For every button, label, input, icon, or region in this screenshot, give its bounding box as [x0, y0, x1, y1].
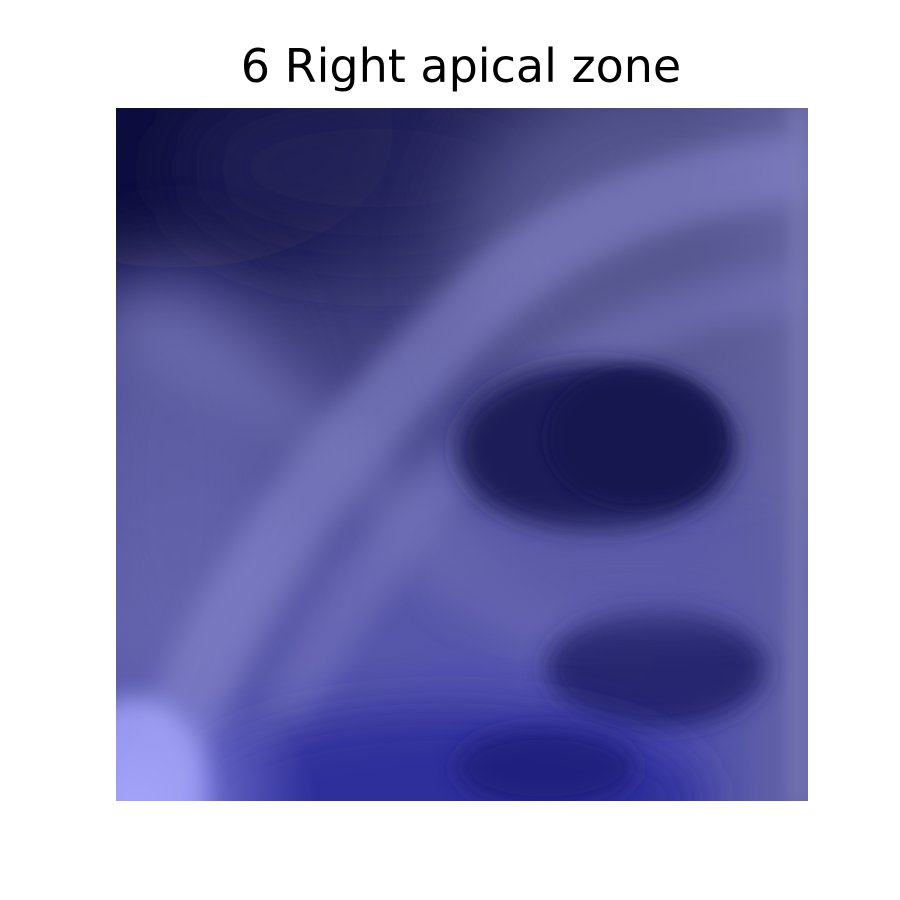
xray-image	[116, 108, 808, 801]
bottom-left-bright-region	[116, 698, 206, 801]
xray-image-panel	[116, 108, 808, 801]
figure-title: 6 Right apical zone	[240, 39, 682, 93]
dark-lucency-lower	[546, 608, 766, 728]
